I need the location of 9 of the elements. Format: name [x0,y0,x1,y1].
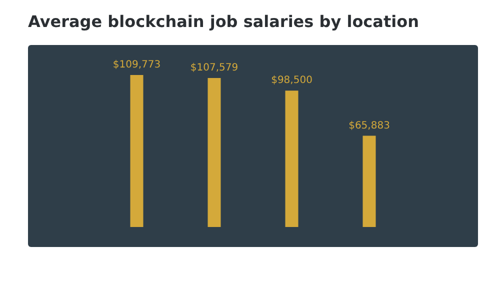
data-label: $109,773 [112,60,161,70]
data-label: $107,579 [190,62,238,74]
data-label: $65,883 [348,120,390,132]
bar [130,75,144,227]
chart-title: Average blockchain job salaries by location [28,12,419,31]
bar [285,90,298,227]
data-label: $98,500 [271,75,312,86]
bar [208,78,221,227]
bar [362,136,376,227]
